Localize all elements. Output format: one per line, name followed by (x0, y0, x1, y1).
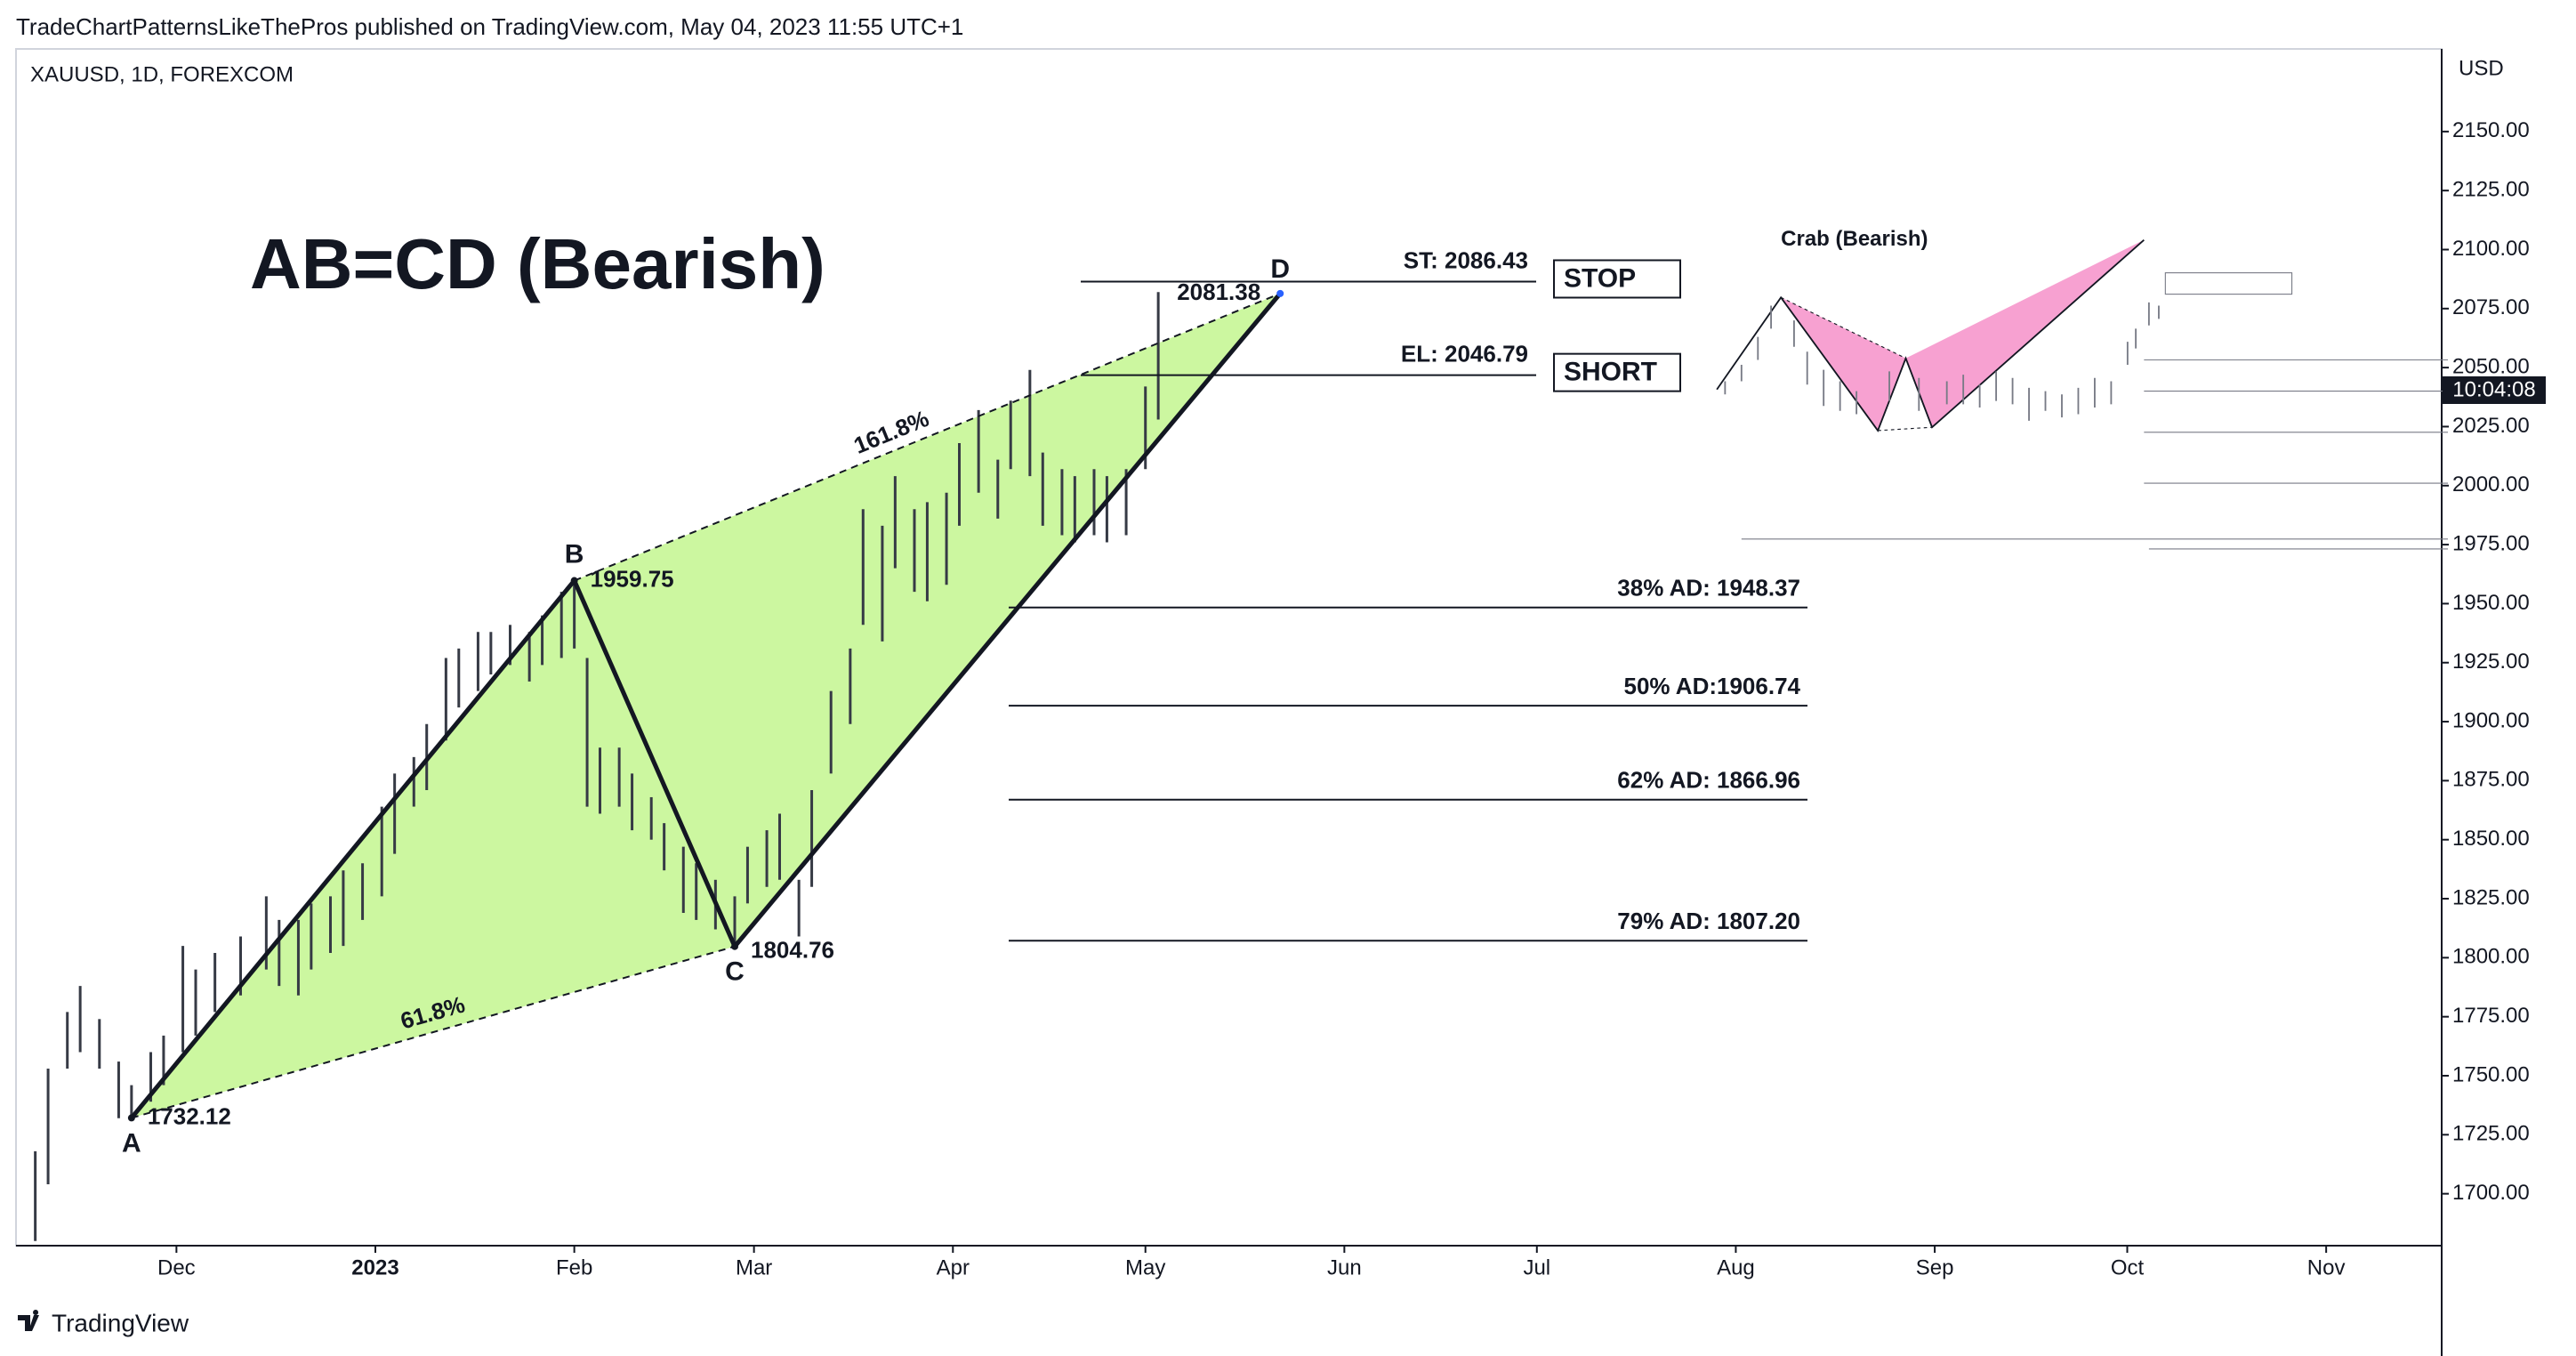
x-tick-label: Dec (157, 1255, 196, 1279)
y-tick-label: 2125.00 (2452, 178, 2530, 202)
trade-tag: SHORT (1564, 358, 1657, 387)
footer-logo (18, 1310, 39, 1331)
y-tick-label: 2150.00 (2452, 118, 2530, 142)
ratio-line (131, 945, 736, 1119)
y-tick-label: 2075.00 (2452, 295, 2530, 319)
pattern-point (127, 1114, 135, 1122)
point-label: C (725, 957, 745, 987)
trade-tag: STOP (1564, 263, 1636, 293)
footer: TradingView (52, 1309, 189, 1336)
x-tick-label: Apr (937, 1255, 970, 1279)
currency: USD (2459, 56, 2504, 80)
inset-levels (1741, 359, 2449, 550)
y-tick-label: 1950.00 (2452, 591, 2530, 615)
y-tick-label: 2100.00 (2452, 237, 2530, 261)
y-tick-label: 1975.00 (2452, 531, 2530, 555)
y-tick-label: 1900.00 (2452, 708, 2530, 732)
point-value: 2081.38 (1177, 278, 1260, 305)
symbol: XAUUSD, 1D, FOREXCOM (30, 62, 294, 86)
ad-level-label: 50% AD:1906.74 (1624, 673, 1801, 699)
leg-cd (733, 292, 1283, 948)
y-tick-label: 1925.00 (2452, 650, 2530, 674)
trade-tag-box (1553, 259, 1681, 299)
y-tick-label: 1800.00 (2452, 945, 2530, 969)
inset-dashed (1878, 426, 1933, 432)
y-tick-label: 1850.00 (2452, 827, 2530, 851)
pattern-point (570, 577, 578, 585)
trade-tag-box (1553, 352, 1681, 392)
ad-level-label: 79% AD: 1807.20 (1617, 908, 1800, 934)
x-tick-label: 2023 (351, 1255, 398, 1279)
point-value: 1732.12 (148, 1102, 231, 1129)
point-value: 1959.75 (591, 565, 674, 592)
x-tick-label: Sep (1916, 1255, 1954, 1279)
pattern-point (1276, 289, 1284, 297)
inset-title: Crab (Bearish) (1781, 227, 1928, 251)
y-tick-label: 1750.00 (2452, 1062, 2530, 1086)
leg-ab (129, 578, 576, 1120)
trade-level-label: EL: 2046.79 (1401, 341, 1528, 367)
inset: Crab (Bearish) (1716, 227, 2449, 550)
header: TradeChartPatternsLikeThePros published … (16, 13, 963, 40)
ratio-line (574, 292, 1281, 582)
pattern-fill (131, 293, 1281, 1118)
y-tick-label: 1825.00 (2452, 885, 2530, 909)
countdown: 10:04:08 (2452, 377, 2535, 401)
y-tick-label: 2000.00 (2452, 472, 2530, 496)
inset-bars (1724, 302, 2160, 421)
x-tick-label: Aug (1717, 1255, 1755, 1279)
chart-title: AB=CD (Bearish) (250, 224, 825, 303)
x-tick-label: Feb (556, 1255, 592, 1279)
leg-bc (572, 579, 737, 948)
x-tick-label: Jul (1523, 1255, 1550, 1279)
y-tick-label: 1875.00 (2452, 768, 2530, 792)
point-label: B (565, 539, 584, 569)
y-tick-label: 1725.00 (2452, 1122, 2530, 1146)
point-label: D (1270, 254, 1290, 284)
ad-level-label: 62% AD: 1866.96 (1617, 767, 1800, 794)
y-tick-label: 2050.00 (2452, 354, 2530, 378)
ad-level-label: 38% AD: 1948.37 (1617, 575, 1800, 601)
inset-bcd (1905, 239, 2145, 428)
trade-level-label: ST: 2086.43 (1404, 246, 1528, 273)
point-label: A (122, 1128, 141, 1158)
x-tick-label: Jun (1327, 1255, 1362, 1279)
y-tick-label: 2025.00 (2452, 414, 2530, 438)
countdown-box (2443, 376, 2546, 404)
point-value: 1804.76 (751, 937, 834, 964)
y-tick-label: 1700.00 (2452, 1181, 2530, 1205)
x-tick-label: May (1125, 1255, 1165, 1279)
x-tick-label: Oct (2111, 1255, 2145, 1279)
inset-xab (1781, 297, 1906, 431)
y-tick-label: 1775.00 (2452, 1004, 2530, 1028)
x-tick-label: Nov (2307, 1255, 2346, 1279)
pattern-point (731, 942, 738, 950)
inset-box (2164, 272, 2293, 295)
x-tick-label: Mar (736, 1255, 772, 1279)
